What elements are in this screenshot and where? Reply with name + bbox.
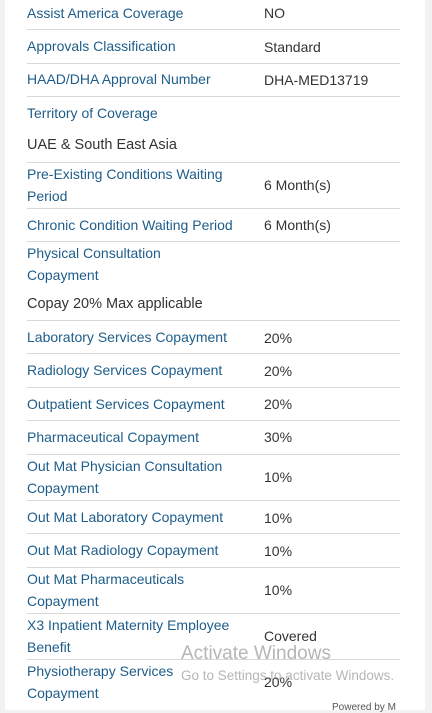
row-value: 20% bbox=[264, 396, 293, 412]
policy-details-panel: Assist America Coverage NO Approvals Cla… bbox=[5, 0, 425, 710]
table-row: X3 Inpatient Maternity Employee Benefit … bbox=[27, 614, 400, 660]
table-row: Laboratory Services Copayment 20% bbox=[27, 321, 400, 354]
table-row: Out Mat Radiology Copayment 10% bbox=[27, 534, 400, 568]
table-row: Out Mat Physician Consultation Copayment… bbox=[27, 455, 400, 501]
row-label: Pharmaceutical Copayment bbox=[27, 429, 199, 445]
row-value: 30% bbox=[264, 429, 293, 445]
row-label: HAAD/DHA Approval Number bbox=[27, 71, 211, 87]
row-label: Out Mat Radiology Copayment bbox=[27, 542, 219, 558]
row-value: 10% bbox=[264, 543, 293, 559]
row-label: Assist America Coverage bbox=[27, 5, 184, 21]
row-label: Approvals Classification bbox=[27, 38, 176, 54]
row-label: Radiology Services Copayment bbox=[27, 362, 223, 378]
table-row: Out Mat Pharmaceuticals Copayment 10% bbox=[27, 568, 400, 614]
row-label: Outpatient Services Copayment bbox=[27, 396, 225, 412]
activate-windows-title: Activate Windows bbox=[181, 643, 331, 664]
row-label: Physical Consultation Copayment bbox=[27, 245, 161, 283]
row-value: DHA-MED13719 bbox=[264, 72, 369, 88]
table-row: HAAD/DHA Approval Number DHA-MED13719 bbox=[27, 64, 400, 97]
row-label: Laboratory Services Copayment bbox=[27, 329, 227, 345]
table-row: Assist America Coverage NO bbox=[27, 0, 400, 30]
table-row: Territory of Coverage UAE & South East A… bbox=[27, 97, 400, 163]
table-row: Approvals Classification Standard bbox=[27, 30, 400, 64]
powered-by-text: Powered by M bbox=[332, 702, 396, 713]
row-label: Out Mat Physician Consultation Copayment bbox=[27, 458, 223, 496]
row-value: Copay 20% Max applicable bbox=[27, 296, 203, 312]
row-label: Chronic Condition Waiting Period bbox=[27, 217, 233, 233]
table-row: Out Mat Laboratory Copayment 10% bbox=[27, 501, 400, 534]
row-value: 6 Month(s) bbox=[264, 217, 331, 233]
activate-windows-subtitle: Go to Settings to activate Windows. bbox=[181, 668, 395, 683]
row-value: 20% bbox=[264, 330, 293, 346]
row-value: Covered bbox=[264, 628, 317, 644]
row-label: Out Mat Laboratory Copayment bbox=[27, 509, 224, 525]
row-value: 10% bbox=[264, 510, 293, 526]
row-label: Territory of Coverage bbox=[27, 105, 158, 121]
table-row: Pharmaceutical Copayment 30% bbox=[27, 421, 400, 455]
table-row: Outpatient Services Copayment 20% bbox=[27, 388, 400, 421]
table-row: Physical Consultation Copayment Copay 20… bbox=[27, 242, 400, 321]
row-value: Standard bbox=[264, 39, 321, 55]
row-value: UAE & South East Asia bbox=[27, 137, 177, 153]
table-row: Pre-Existing Conditions Waiting Period 6… bbox=[27, 163, 400, 209]
row-value: 20% bbox=[264, 674, 293, 690]
row-value: 10% bbox=[264, 469, 293, 485]
row-value: 10% bbox=[264, 582, 293, 598]
table-row: Radiology Services Copayment 20% bbox=[27, 354, 400, 388]
table-row: Chronic Condition Waiting Period 6 Month… bbox=[27, 209, 400, 242]
row-value: 6 Month(s) bbox=[264, 177, 331, 193]
row-label: Pre-Existing Conditions Waiting Period bbox=[27, 166, 223, 204]
row-label: Out Mat Pharmaceuticals Copayment bbox=[27, 571, 185, 609]
table-row: Physiotherapy Services Copayment 20% bbox=[27, 660, 400, 710]
row-label: X3 Inpatient Maternity Employee Benefit bbox=[27, 617, 230, 655]
row-value: NO bbox=[264, 5, 285, 21]
row-label: Physiotherapy Services Copayment bbox=[27, 663, 174, 701]
row-value: 20% bbox=[264, 363, 293, 379]
